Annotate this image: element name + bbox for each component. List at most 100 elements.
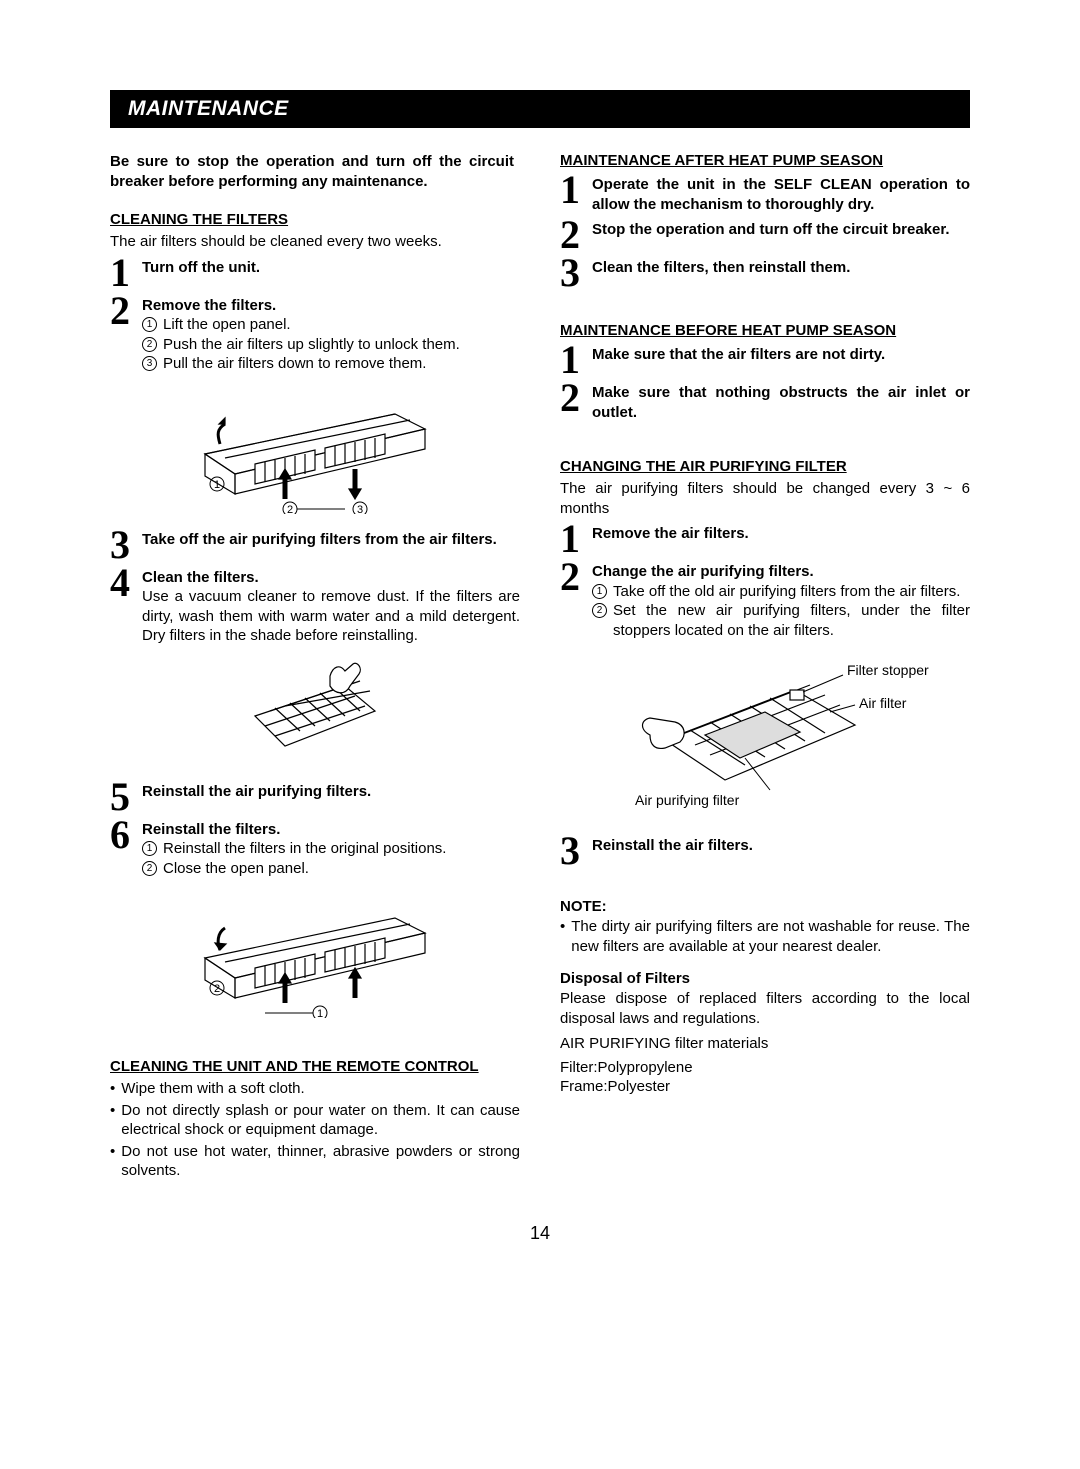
step-number: 1 xyxy=(560,343,592,377)
figure-reinstall-filters: 2 1 xyxy=(110,888,520,1022)
changing-filter-intro: The air purifying ﬁlters should be chang… xyxy=(560,479,970,518)
step-title: Reinstall the air purifying ﬁlters. xyxy=(142,782,520,802)
change-step-1: 1 Remove the air ﬁlters. xyxy=(560,522,970,556)
bullet: Do not directly splash or pour water on … xyxy=(110,1101,520,1140)
svg-text:2: 2 xyxy=(287,504,293,514)
materials-heading: AIR PURIFYING ﬁlter materials xyxy=(560,1034,970,1054)
disposal-heading: Disposal of Filters xyxy=(560,970,970,987)
circled-number-icon: 2 xyxy=(592,603,607,618)
substep-text: Take off the old air purifying ﬁlters fr… xyxy=(613,582,970,602)
changing-filter-heading: CHANGING THE AIR PURIFYING FILTER xyxy=(560,458,970,475)
step-title: Change the air purifying ﬁlters. xyxy=(592,562,970,582)
step-title: Stop the operation and turn off the circ… xyxy=(592,220,970,240)
after-step-1: 1 Operate the unit in the SELF CLEAN ope… xyxy=(560,173,970,214)
cleaning-unit-heading: CLEANING THE UNIT AND THE REMOTE CONTROL xyxy=(110,1058,520,1075)
step-6: 6 Reinstall the ﬁlters. 1 Reinstall the ﬁ… xyxy=(110,818,520,879)
circled-number-icon: 3 xyxy=(142,356,157,371)
substep-text: Lift the open panel. xyxy=(163,315,520,335)
circled-number-icon: 2 xyxy=(142,337,157,352)
svg-text:Filter stopper: Filter stopper xyxy=(847,662,929,678)
figure-air-purifying-filter: Filter stopper Air ﬁlter Air purifying ﬁ… xyxy=(560,650,970,824)
step-title: Reinstall the ﬁlters. xyxy=(142,820,520,840)
svg-text:Air purifying ﬁlter: Air purifying ﬁlter xyxy=(635,792,740,808)
substep: 1 Reinstall the ﬁlters in the original po… xyxy=(142,839,520,859)
step-number: 1 xyxy=(110,256,142,290)
circled-number-icon: 2 xyxy=(142,861,157,876)
svg-text:1: 1 xyxy=(317,1008,323,1018)
substep: 3 Pull the air ﬁlters down to remove them… xyxy=(142,354,520,374)
before-step-2: 2 Make sure that nothing obstructs the a… xyxy=(560,381,970,422)
before-step-1: 1 Make sure that the air ﬁlters are not … xyxy=(560,343,970,377)
step-number: 2 xyxy=(560,560,592,594)
material-line: Filter:Polypropylene xyxy=(560,1058,970,1078)
step-title: Turn off the unit. xyxy=(142,258,520,278)
substep: 1 Lift the open panel. xyxy=(142,315,520,335)
substep-text: Push the air filters up slightly to unlo… xyxy=(163,335,520,355)
step-number: 3 xyxy=(110,528,142,562)
substep-text: Set the new air purifying ﬁlters, under … xyxy=(613,601,970,640)
substep-text: Reinstall the ﬁlters in the original pos… xyxy=(163,839,520,859)
step-1: 1 Turn off the unit. xyxy=(110,256,520,290)
change-step-3: 3 Reinstall the air ﬁlters. xyxy=(560,834,970,868)
bullet: Do not use hot water, thinner, abrasive … xyxy=(110,1142,520,1181)
step-number: 1 xyxy=(560,522,592,556)
step-4: 4 Clean the ﬁlters. Use a vacuum cleaner… xyxy=(110,566,520,646)
two-column-layout: Be sure to stop the operation and turn o… xyxy=(110,152,970,1183)
substep: 2 Set the new air purifying ﬁlters, under… xyxy=(592,601,970,640)
step-5: 5 Reinstall the air purifying ﬁlters. xyxy=(110,780,520,814)
step-number: 3 xyxy=(560,834,592,868)
step-title: Make sure that nothing obstructs the air… xyxy=(592,383,970,422)
cleaning-filters-intro: The air ﬁlters should be cleaned every t… xyxy=(110,232,520,252)
figure-clean-filter xyxy=(110,656,520,770)
before-season-heading: MAINTENANCE BEFORE HEAT PUMP SEASON xyxy=(560,322,970,339)
substep-text: Pull the air ﬁlters down to remove them. xyxy=(163,354,520,374)
circled-number-icon: 1 xyxy=(142,841,157,856)
step-number: 1 xyxy=(560,173,592,207)
step-title: Remove the ﬁlters. xyxy=(142,296,520,316)
cleaning-unit-bullets: Wipe them with a soft cloth. Do not dire… xyxy=(110,1079,520,1181)
step-title: Reinstall the air ﬁlters. xyxy=(592,836,970,856)
svg-text:1: 1 xyxy=(214,479,220,491)
step-title: Take off the air purifying ﬁlters from t… xyxy=(142,530,520,550)
figure-remove-filters: 1 2 3 xyxy=(110,384,520,518)
bullet: Wipe them with a soft cloth. xyxy=(110,1079,520,1099)
step-number: 2 xyxy=(560,218,592,252)
page-title: MAINTENANCE xyxy=(128,97,289,120)
material-line: Frame:Polyester xyxy=(560,1077,970,1097)
warning-text: Be sure to stop the operation and turn o… xyxy=(110,152,520,205)
step-number: 4 xyxy=(110,566,142,600)
svg-text:Air ﬁlter: Air ﬁlter xyxy=(859,695,907,711)
circled-number-icon: 1 xyxy=(592,584,607,599)
svg-text:2: 2 xyxy=(214,983,220,995)
step-title: Operate the unit in the SELF CLEAN opera… xyxy=(592,175,970,214)
step-number: 2 xyxy=(110,294,142,328)
step-3: 3 Take off the air purifying ﬁlters from… xyxy=(110,528,520,562)
step-number: 3 xyxy=(560,256,592,290)
page-title-bar: MAINTENANCE xyxy=(110,90,970,128)
substep: 2 Push the air filters up slightly to unl… xyxy=(142,335,520,355)
step-title: Remove the air ﬁlters. xyxy=(592,524,970,544)
left-column: Be sure to stop the operation and turn o… xyxy=(110,152,520,1183)
step-number: 5 xyxy=(110,780,142,814)
substep: 2 Close the open panel. xyxy=(142,859,520,879)
page-number: 14 xyxy=(110,1223,970,1244)
step-number: 6 xyxy=(110,818,142,852)
step-title: Make sure that the air ﬁlters are not di… xyxy=(592,345,970,365)
step-number: 2 xyxy=(560,381,592,415)
right-column: MAINTENANCE AFTER HEAT PUMP SEASON 1 Ope… xyxy=(560,152,970,1183)
substep-text: Close the open panel. xyxy=(163,859,520,879)
note-heading: NOTE: xyxy=(560,898,970,915)
circled-number-icon: 1 xyxy=(142,317,157,332)
step-2: 2 Remove the ﬁlters. 1 Lift the open pane… xyxy=(110,294,520,374)
disposal-text: Please dispose of replaced ﬁlters accord… xyxy=(560,989,970,1028)
step-title: Clean the ﬁlters, then reinstall them. xyxy=(592,258,970,278)
bullet: The dirty air purifying ﬁlters are not w… xyxy=(560,917,970,956)
change-step-2: 2 Change the air purifying ﬁlters. 1 Take… xyxy=(560,560,970,640)
after-season-heading: MAINTENANCE AFTER HEAT PUMP SEASON xyxy=(560,152,970,169)
note-bullets: The dirty air purifying ﬁlters are not w… xyxy=(560,917,970,956)
step-title: Clean the ﬁlters. xyxy=(142,568,520,588)
after-step-2: 2 Stop the operation and turn off the ci… xyxy=(560,218,970,252)
svg-text:3: 3 xyxy=(357,504,363,514)
step-text: Use a vacuum cleaner to remove dust. If … xyxy=(142,587,520,646)
cleaning-filters-heading: CLEANING THE FILTERS xyxy=(110,211,520,228)
